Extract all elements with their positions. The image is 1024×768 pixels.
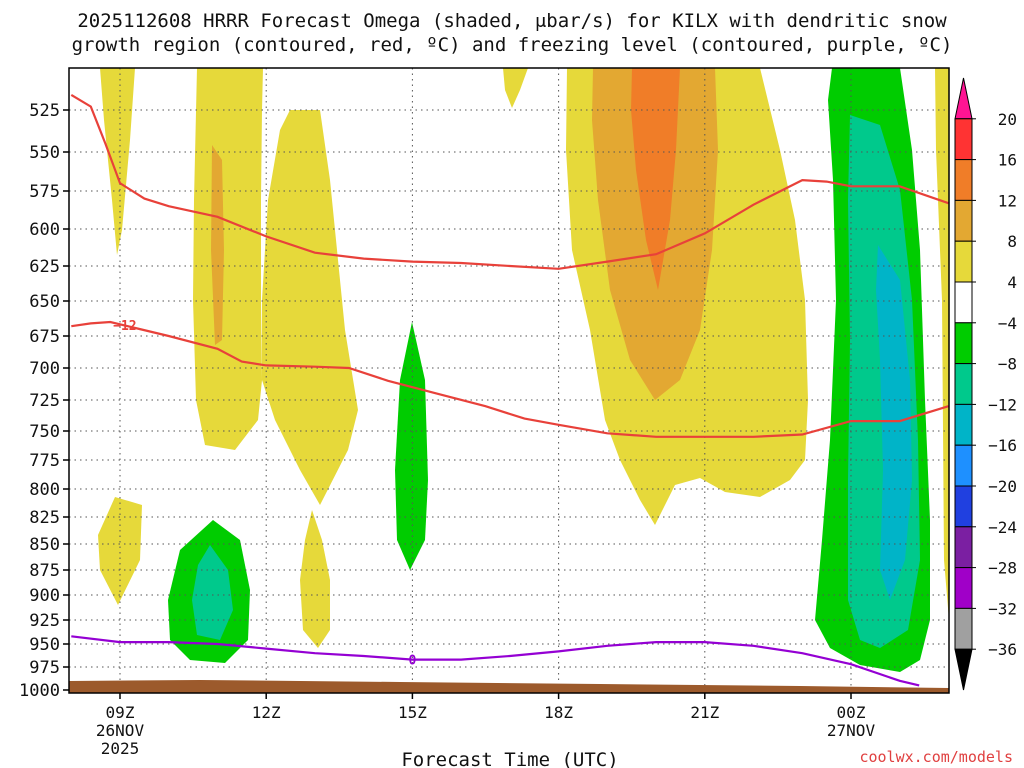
colorbar-label: −20 <box>988 477 1017 496</box>
plot-frame <box>68 67 950 694</box>
y-tick-label: 575 <box>29 182 60 202</box>
colorbar-swatch <box>954 485 973 528</box>
contour-dgz_minus_12 <box>71 320 949 438</box>
x-tick-label: 21Z <box>690 703 719 722</box>
x-tick-label: 00Z <box>837 703 866 722</box>
y-axis-pressure: 525 550 575 600 625 650 675 700 725 750 775 800 825 8… <box>19 101 69 701</box>
colorbar-swatch <box>954 118 973 161</box>
x-tick-date: 27NOV <box>827 721 876 740</box>
x-tick-label: 12Z <box>252 703 281 722</box>
y-tick-label: 950 <box>29 635 60 655</box>
y-tick-label: 875 <box>29 561 60 581</box>
y-tick-label: 600 <box>29 220 60 240</box>
colorbar-swatch <box>954 159 973 201</box>
omega-region-negative <box>876 245 912 600</box>
colorbar-label: 12 <box>998 191 1017 210</box>
y-tick-label: 650 <box>29 292 60 312</box>
omega-region-positive <box>98 497 142 605</box>
y-tick-label: 800 <box>29 480 60 500</box>
omega-region-positive <box>262 110 358 505</box>
y-tick-label: 750 <box>29 422 60 442</box>
colorbar-label: 16 <box>998 151 1017 170</box>
y-tick-label: 700 <box>29 359 60 379</box>
colorbar-label: −12 <box>988 395 1017 414</box>
y-tick-label: 725 <box>29 391 60 411</box>
colorbar-swatch <box>954 281 973 324</box>
omega-shading <box>98 68 949 672</box>
x-axis-label: Forecast Time (UTC) <box>401 749 618 768</box>
colorbar-swatch <box>954 607 973 650</box>
omega-region-positive <box>211 145 224 345</box>
colorbar-swatch <box>954 444 973 487</box>
x-tick-label: 15Z <box>398 703 427 722</box>
y-tick-label: 625 <box>29 257 60 277</box>
colorbar-swatch-bottom <box>954 648 973 691</box>
omega-region-positive <box>100 68 135 255</box>
y-tick-label: 925 <box>29 611 60 631</box>
colorbar-label: −32 <box>988 599 1017 618</box>
chart-title-line1: 2025112608 HRRR Forecast Omega (shaded, … <box>77 10 947 32</box>
colorbar-swatch-top <box>954 77 973 120</box>
y-tick-label: 525 <box>29 101 60 121</box>
colorbar-label: −36 <box>988 640 1017 659</box>
omega-region-positive <box>193 68 263 450</box>
contour-freezing_level <box>71 635 920 687</box>
colorbar-label: 4 <box>1007 273 1017 292</box>
colorbar-swatch <box>954 526 973 569</box>
colorbar-label: 8 <box>1007 232 1017 251</box>
contour-label: 0 <box>408 654 416 669</box>
x-tick-date: 26NOV <box>96 721 145 740</box>
contour-dgz_minus_18 <box>70 93 949 270</box>
y-tick-label: 1000 <box>19 681 60 701</box>
omega-region-positive <box>503 68 528 108</box>
colorbar-swatch <box>954 363 973 405</box>
y-tick-label: 850 <box>29 535 60 555</box>
credit-label: coolwx.com/models <box>859 748 1013 766</box>
y-tick-label: 675 <box>29 327 60 347</box>
colorbar-swatch <box>954 199 973 242</box>
y-tick-label: 550 <box>29 143 60 163</box>
colorbar-label: −16 <box>988 436 1017 455</box>
omega-region-positive <box>935 68 949 620</box>
x-tick-label: 09Z <box>106 703 135 722</box>
colorbar-label: −8 <box>998 355 1017 374</box>
x-tick-year: 2025 <box>101 739 140 758</box>
y-tick-label: 900 <box>29 586 60 606</box>
colorbar-swatch <box>954 403 973 446</box>
omega-region-positive <box>631 68 680 290</box>
terrain-ground <box>69 680 949 693</box>
colorbar-label: 20 <box>998 110 1017 129</box>
y-tick-label: 825 <box>29 508 60 528</box>
plot-area: −12 0 <box>69 68 949 693</box>
colorbar-swatch <box>954 567 973 609</box>
y-tick-label: 775 <box>29 451 60 471</box>
contour-label: −12 <box>113 319 136 334</box>
colorbar-legend: 20 16 12 8 4 −4 −8 −12 −16 −20 −24 −28 −32 −36 <box>954 77 1017 691</box>
colorbar-label: −4 <box>998 314 1017 333</box>
colorbar-swatch <box>954 322 973 365</box>
x-tick-label: 18Z <box>544 703 573 722</box>
omega-region-negative <box>192 545 233 640</box>
chart-title-line2: growth region (contoured, red, ºC) and f… <box>72 34 953 56</box>
contour-lines: −12 0 <box>70 93 949 687</box>
colorbar-swatch <box>954 240 973 283</box>
colorbar-label: −28 <box>988 559 1017 578</box>
y-tick-label: 975 <box>29 658 60 678</box>
colorbar-label: −24 <box>988 518 1017 537</box>
